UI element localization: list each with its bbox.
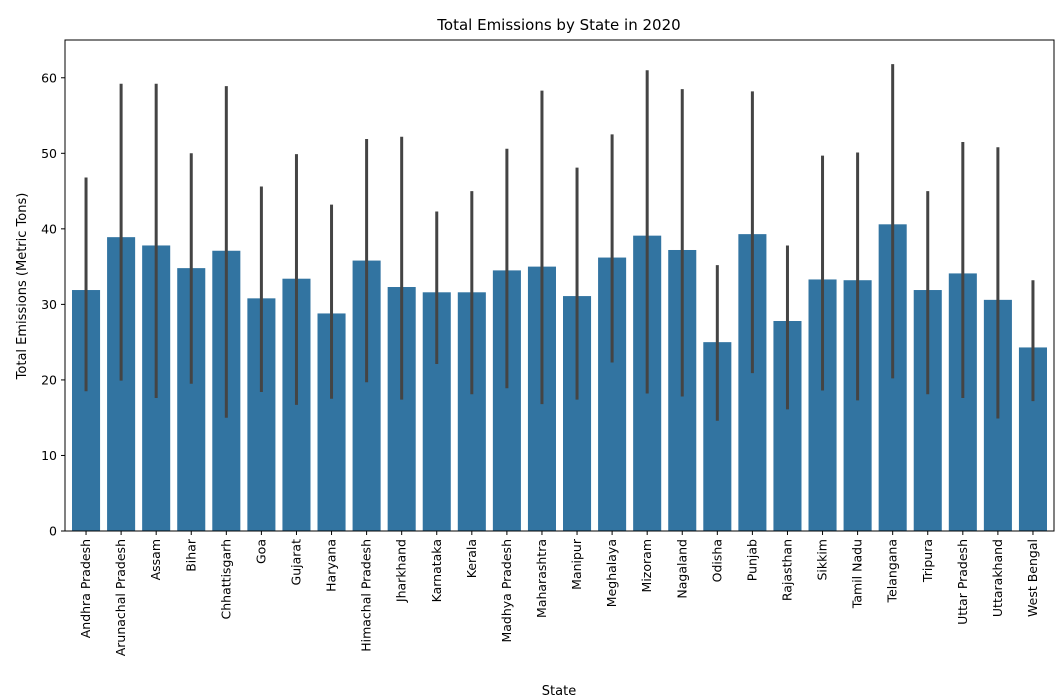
y-tick-label: 60 bbox=[41, 70, 57, 85]
x-tick-label: Goa bbox=[253, 539, 268, 564]
x-tick-label: Telangana bbox=[885, 539, 900, 603]
x-tick-label: Madhya Pradesh bbox=[499, 539, 514, 643]
x-axis-label: State bbox=[542, 684, 576, 699]
x-tick-label: Odisha bbox=[709, 539, 724, 582]
x-tick-label: Tamil Nadu bbox=[850, 539, 865, 609]
plot-frame bbox=[64, 39, 1055, 532]
x-tick-label: Meghalaya bbox=[604, 539, 619, 607]
x-tick-label: Assam bbox=[148, 539, 163, 580]
x-tick-label: Arunachal Pradesh bbox=[113, 539, 128, 656]
errorbars-layer bbox=[84, 64, 1035, 421]
x-tick-label: Chhattisgarh bbox=[218, 539, 233, 619]
chart-title: Total Emissions by State in 2020 bbox=[436, 16, 680, 34]
bars-layer bbox=[72, 224, 1047, 532]
x-tick-label: Manipur bbox=[569, 538, 584, 590]
x-tick-label: Rajasthan bbox=[779, 539, 794, 601]
x-tick-label: Uttar Pradesh bbox=[955, 539, 970, 625]
x-tick-label: Nagaland bbox=[674, 539, 689, 599]
x-tick-label: Tripura bbox=[920, 539, 935, 583]
x-tick-label: Maharashtra bbox=[534, 539, 549, 618]
x-tick-label: Karnataka bbox=[429, 539, 444, 602]
x-tick-label: Mizoram bbox=[639, 539, 654, 592]
x-tick-label: Sikkim bbox=[815, 539, 830, 581]
y-axis: 0 10 20 30 40 50 60 bbox=[41, 70, 65, 539]
y-tick-label: 30 bbox=[41, 297, 57, 312]
y-axis-label: Total Emissions (Metric Tons) bbox=[15, 193, 30, 381]
x-tick-label: Uttarakhand bbox=[990, 539, 1005, 617]
x-tick-label: Himachal Pradesh bbox=[359, 539, 374, 652]
y-tick-label: 10 bbox=[41, 448, 57, 463]
y-tick-label: 20 bbox=[41, 372, 57, 387]
x-tick-label: Punjab bbox=[744, 539, 759, 581]
x-tick-label: Haryana bbox=[324, 539, 339, 592]
x-tick-label: West Bengal bbox=[1025, 539, 1040, 617]
x-tick-label: Gujarat bbox=[288, 539, 303, 586]
x-tick-label: Jharkhand bbox=[394, 539, 409, 603]
x-tick-label: Andhra Pradesh bbox=[78, 539, 93, 638]
x-axis: Andhra Pradesh Arunachal Pradesh Assam Biha… bbox=[78, 531, 1040, 656]
x-tick-label: Kerala bbox=[464, 539, 479, 578]
y-tick-label: 50 bbox=[41, 146, 57, 161]
x-tick-label: Bihar bbox=[183, 538, 198, 572]
y-tick-label: 40 bbox=[41, 221, 57, 236]
y-tick-label: 0 bbox=[49, 524, 57, 539]
